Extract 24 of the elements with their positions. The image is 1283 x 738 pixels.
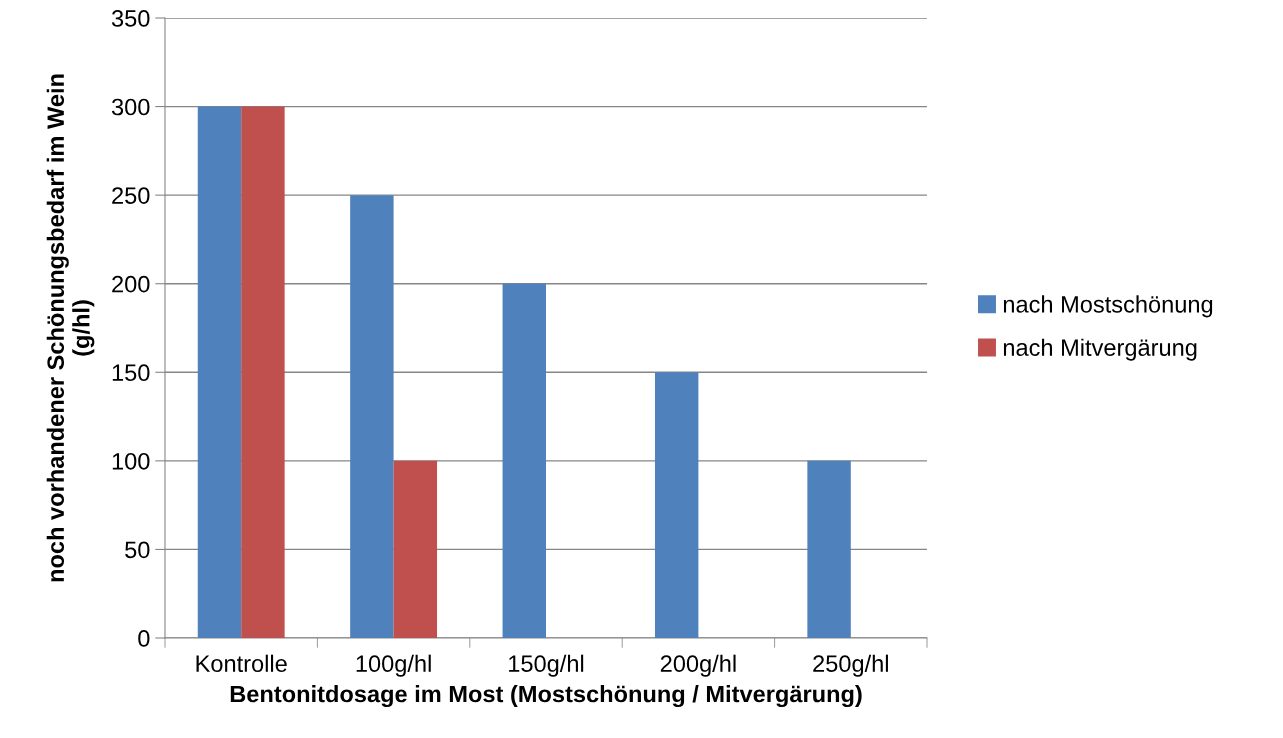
x-tick-label: 250g/hl (813, 654, 888, 677)
x-axis-title: Bentonitdosage im Most (Mostschönung / Mitvergärung) (230, 685, 862, 708)
x-tick-label: 150g/hl (509, 654, 584, 677)
bar (654, 372, 699, 638)
y-tick-label: 0 (138, 630, 150, 647)
y-tick-label: 350 (111, 10, 150, 27)
bar (393, 460, 438, 638)
y-tick-label: 300 (111, 98, 150, 116)
y-tick-label: 100 (112, 452, 150, 470)
y-tick-label: 150 (112, 364, 150, 382)
y-tick-label: 250 (112, 187, 150, 204)
bar (197, 106, 242, 638)
x-tick-label: 100g/hl (356, 654, 431, 677)
y-axis-title: noch vorhandener Schönungsbedarf im Wein (g/hl) (46, 74, 95, 582)
legend-label: nach Mostschönung (1003, 295, 1213, 318)
bar (807, 460, 851, 638)
y-tick-label: 50 (125, 541, 150, 559)
x-tick-label: Kontrolle (196, 654, 287, 673)
bar (350, 195, 394, 638)
y-tick-label: 200 (112, 275, 150, 293)
x-tick-label: 200g/hl (660, 654, 736, 677)
bar (502, 283, 546, 638)
bar (241, 106, 285, 638)
legend-label: nach Mitvergärung (1003, 338, 1197, 361)
